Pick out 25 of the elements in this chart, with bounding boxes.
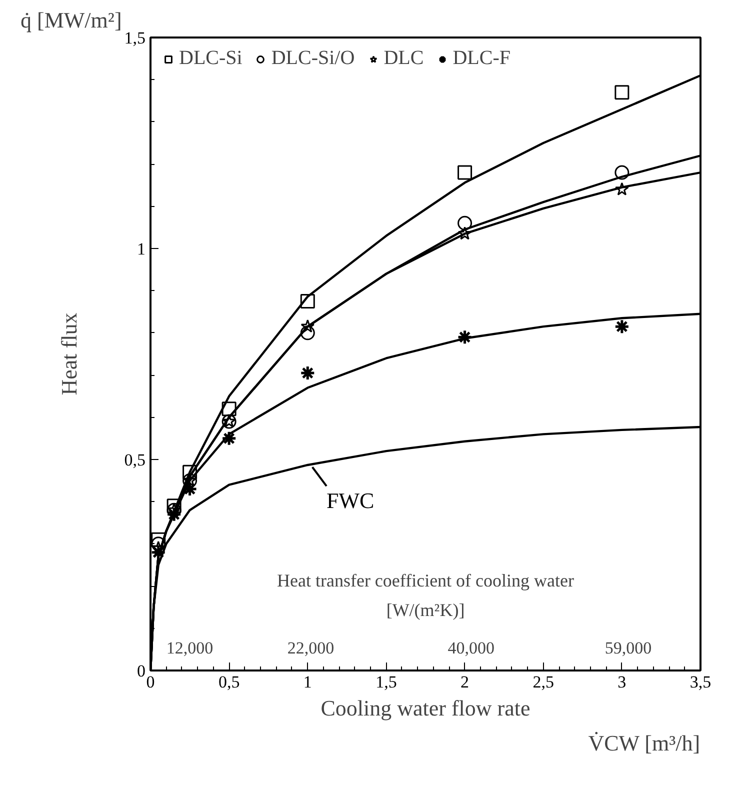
x-tick-label: 3,5 <box>690 672 712 692</box>
annotation: Heat transfer coefficient of cooling water <box>276 570 574 590</box>
annotation: 22,000 <box>287 638 334 658</box>
text: q̇ [MW/m²] <box>20 8 122 32</box>
legend-label: DLC-Si <box>179 47 242 70</box>
y-tick-label: 1 <box>137 240 146 258</box>
legend-label: DLC <box>384 47 424 70</box>
legend-label: DLC-F <box>452 47 510 70</box>
annotation: 59,000 <box>604 638 652 658</box>
x-tick-label: 2,5 <box>532 672 554 692</box>
annotation: 12,000 <box>166 638 214 658</box>
x-tick-label: 3 <box>618 672 626 692</box>
annotation: [W/(m²K)] <box>386 600 465 620</box>
y-tick-label: 1,5 <box>124 28 146 48</box>
x-tick-label: 0,5 <box>218 672 240 692</box>
legend-label: DLC-Si/O <box>271 47 355 70</box>
x-tick-label: 1 <box>303 672 312 692</box>
y-axis-title: Heat flux <box>56 312 82 396</box>
y-tick-label: 0,5 <box>124 450 146 470</box>
x-tick-label: 1,5 <box>376 672 397 692</box>
text: V̇CW [m³/h] <box>588 730 700 756</box>
annotation: 40,000 <box>448 638 494 658</box>
x-axis-title: Cooling water flow rate <box>320 696 530 720</box>
x-tick-label: 2 <box>460 672 470 692</box>
series-label: FWC <box>326 488 374 514</box>
